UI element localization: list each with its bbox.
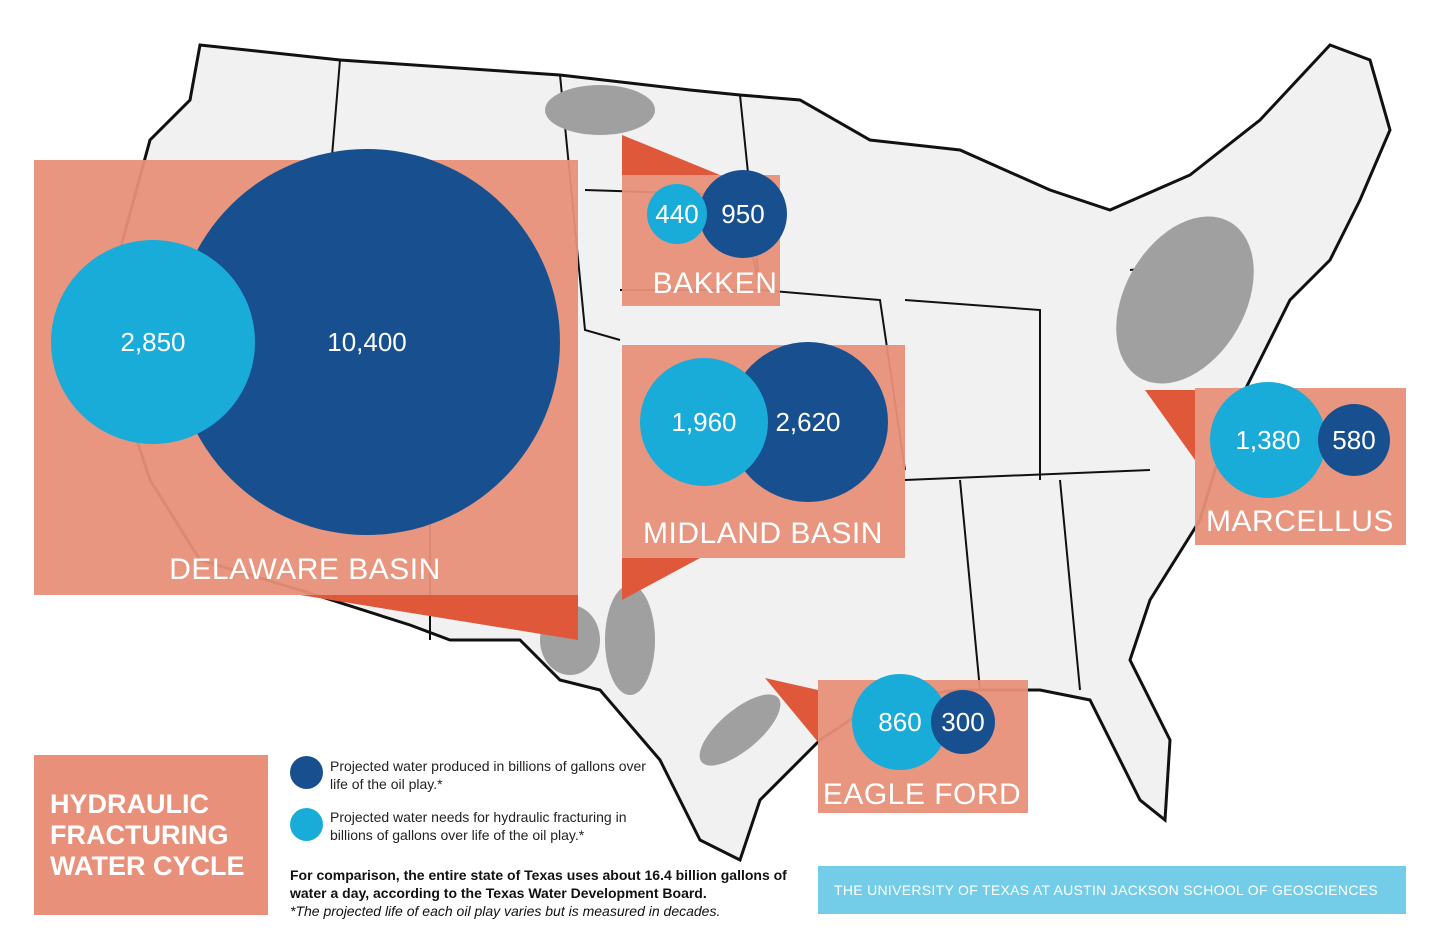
value-label: 10,400 [327, 326, 407, 357]
produced-bubble-marcellus: 580 [1318, 404, 1390, 476]
value-label: 300 [941, 706, 985, 737]
legend-produced-text: Projected water produced in billions of … [330, 758, 646, 792]
legend-needs-text: Projected water needs for hydraulic frac… [330, 809, 627, 843]
produced-bubble-eagle-ford: 300 [931, 690, 995, 754]
title-line: HYDRAULIC [50, 789, 209, 819]
legend-produced-swatch [290, 756, 323, 789]
value-label: 440 [655, 198, 699, 229]
produced-bubble-bakken: 950 [699, 170, 787, 258]
title-line: WATER CYCLE [50, 851, 245, 881]
value-label: 2,850 [120, 326, 186, 357]
comparison-note: For comparison, the entire state of Texa… [290, 866, 810, 920]
needs-bubble-delaware: 2,850 [51, 240, 255, 444]
value-label: 1,960 [671, 406, 737, 437]
value-label: 1,380 [1235, 424, 1301, 455]
needs-bubble-bakken: 440 [647, 184, 707, 244]
region-label-eagle-ford: EAGLE FORD [822, 778, 1022, 811]
region-label-marcellus: MARCELLUS [1206, 505, 1394, 538]
region-label-midland: MIDLAND BASIN [643, 517, 883, 550]
needs-bubble-eagle-ford: 860 [852, 674, 948, 770]
value-label: 580 [1332, 424, 1376, 455]
footnote-text: *The projected life of each oil play var… [290, 903, 721, 919]
title-line: FRACTURING [50, 820, 229, 850]
region-label-delaware: DELAWARE BASIN [169, 553, 441, 586]
infographic-title: HYDRAULIC FRACTURING WATER CYCLE [34, 755, 268, 915]
legend-needs-swatch [290, 808, 323, 841]
value-label: 950 [721, 198, 765, 229]
needs-bubble-marcellus: 1,380 [1210, 382, 1326, 498]
value-label: 860 [878, 706, 922, 737]
region-label-bakken: BAKKEN [652, 267, 778, 300]
credit-banner: THE UNIVERSITY OF TEXAS AT AUSTIN JACKSO… [818, 866, 1406, 914]
pointers [300, 135, 1195, 742]
shale-plays [540, 85, 1254, 766]
comparison-text: For comparison, the entire state of Texa… [290, 867, 787, 901]
needs-bubble-midland: 1,960 [640, 358, 768, 486]
value-label: 2,620 [775, 406, 841, 437]
